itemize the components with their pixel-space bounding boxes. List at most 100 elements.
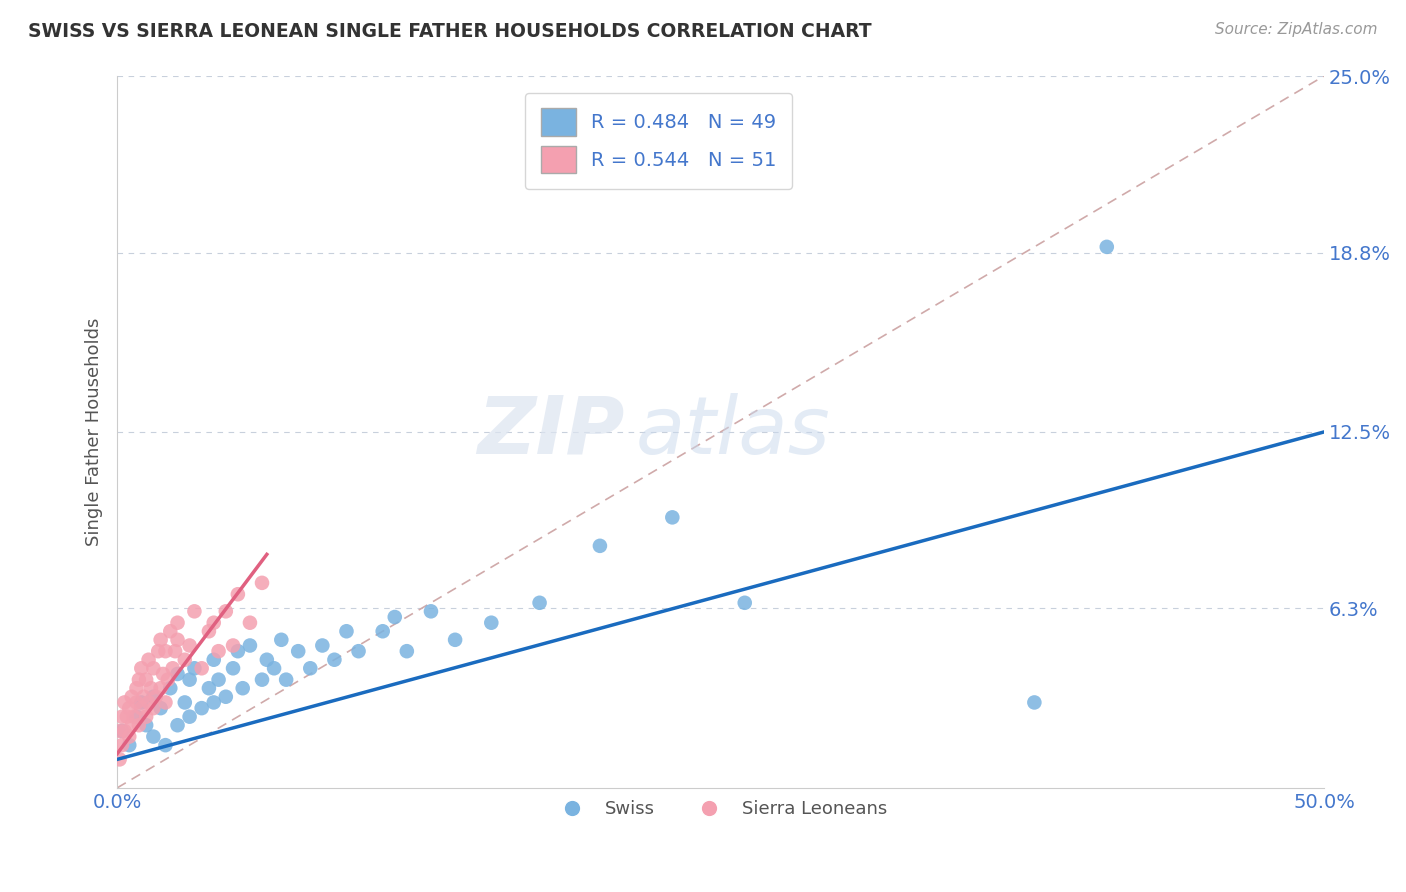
Point — [121, 690, 143, 704]
Point — [347, 644, 370, 658]
Point — [287, 644, 309, 658]
Point — [156, 673, 179, 687]
Point — [118, 701, 141, 715]
Text: atlas: atlas — [636, 393, 831, 471]
Point — [1095, 240, 1118, 254]
Point — [131, 701, 153, 715]
Point — [148, 644, 170, 658]
Point — [142, 730, 165, 744]
Text: Source: ZipAtlas.com: Source: ZipAtlas.com — [1215, 22, 1378, 37]
Point — [444, 632, 467, 647]
Point — [155, 738, 177, 752]
Point — [529, 596, 551, 610]
Point — [734, 596, 756, 610]
Point — [131, 695, 153, 709]
Point — [173, 653, 195, 667]
Point — [135, 673, 157, 687]
Legend: Swiss, Sierra Leoneans: Swiss, Sierra Leoneans — [547, 793, 894, 825]
Point — [202, 653, 225, 667]
Point — [207, 673, 229, 687]
Point — [190, 661, 212, 675]
Point — [215, 604, 238, 618]
Point — [202, 695, 225, 709]
Point — [226, 587, 249, 601]
Point — [128, 673, 150, 687]
Point — [198, 624, 221, 639]
Point — [276, 673, 298, 687]
Y-axis label: Single Father Households: Single Father Households — [86, 318, 103, 546]
Point — [118, 738, 141, 752]
Point — [215, 690, 238, 704]
Point — [142, 690, 165, 704]
Point — [145, 690, 167, 704]
Point — [335, 624, 357, 639]
Point — [112, 695, 135, 709]
Point — [250, 673, 273, 687]
Point — [661, 510, 683, 524]
Point — [190, 701, 212, 715]
Point — [108, 752, 131, 766]
Point — [226, 644, 249, 658]
Point — [125, 709, 148, 723]
Point — [138, 653, 160, 667]
Point — [479, 615, 502, 630]
Point — [122, 709, 145, 723]
Point — [149, 681, 172, 696]
Point — [132, 690, 155, 704]
Point — [589, 539, 612, 553]
Point — [166, 615, 188, 630]
Point — [165, 644, 187, 658]
Point — [149, 701, 172, 715]
Point — [239, 639, 262, 653]
Point — [270, 632, 292, 647]
Point — [183, 604, 205, 618]
Point — [128, 718, 150, 732]
Point — [111, 738, 134, 752]
Point — [395, 644, 418, 658]
Text: ZIP: ZIP — [477, 393, 624, 471]
Text: SWISS VS SIERRA LEONEAN SINGLE FATHER HOUSEHOLDS CORRELATION CHART: SWISS VS SIERRA LEONEAN SINGLE FATHER HO… — [28, 22, 872, 41]
Point — [179, 709, 201, 723]
Point — [371, 624, 394, 639]
Point — [142, 661, 165, 675]
Point — [222, 661, 245, 675]
Point — [135, 709, 157, 723]
Point — [149, 632, 172, 647]
Point — [299, 661, 322, 675]
Point — [139, 681, 162, 696]
Point — [162, 661, 184, 675]
Point — [121, 718, 143, 732]
Point — [207, 644, 229, 658]
Point — [250, 575, 273, 590]
Point — [384, 610, 406, 624]
Point — [138, 695, 160, 709]
Point — [135, 718, 157, 732]
Point — [420, 604, 443, 618]
Point — [239, 615, 262, 630]
Point — [159, 624, 181, 639]
Point — [1024, 695, 1046, 709]
Point — [111, 709, 134, 723]
Point — [155, 695, 177, 709]
Point — [125, 681, 148, 696]
Point — [112, 723, 135, 738]
Point — [263, 661, 285, 675]
Point — [198, 681, 221, 696]
Point — [256, 653, 278, 667]
Point — [179, 673, 201, 687]
Point — [202, 615, 225, 630]
Point — [152, 667, 174, 681]
Point — [166, 718, 188, 732]
Point — [183, 661, 205, 675]
Point — [323, 653, 346, 667]
Point — [166, 632, 188, 647]
Point — [222, 639, 245, 653]
Point — [179, 639, 201, 653]
Point — [118, 730, 141, 744]
Point — [311, 639, 333, 653]
Point — [155, 644, 177, 658]
Point — [166, 667, 188, 681]
Point — [173, 695, 195, 709]
Point — [232, 681, 254, 696]
Point — [111, 723, 134, 738]
